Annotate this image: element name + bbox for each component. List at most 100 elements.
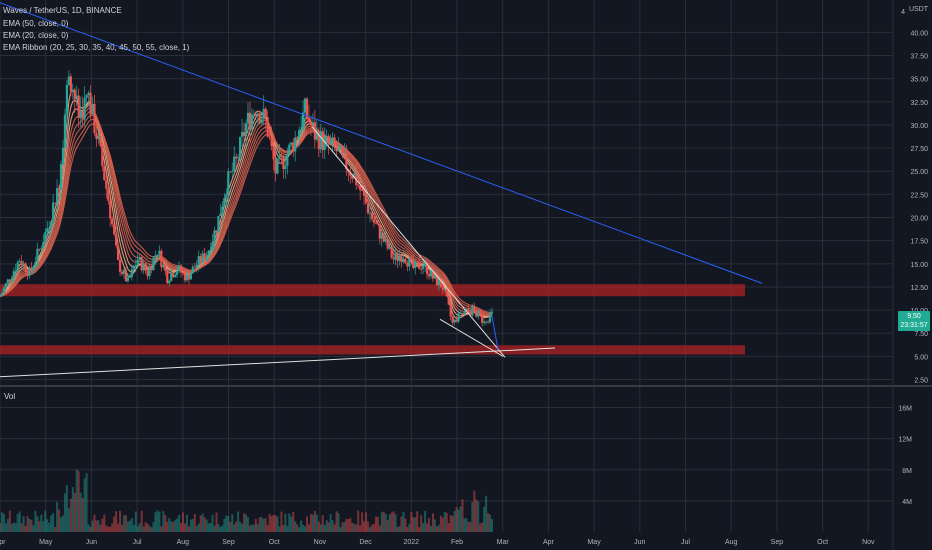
candle-body — [481, 314, 484, 323]
volume-bar — [56, 501, 59, 532]
volume-bar — [274, 515, 277, 532]
candle-body — [221, 206, 224, 214]
time-tick-label: Jul — [133, 539, 142, 546]
candle-body — [22, 263, 25, 266]
volume-bar — [278, 526, 281, 532]
legend-ema20[interactable]: EMA (20, close, 0) — [3, 31, 69, 40]
volume-bar — [449, 515, 452, 532]
volume-bar — [154, 512, 157, 532]
volume-bar — [142, 526, 145, 532]
volume-label[interactable]: Vol — [4, 392, 16, 401]
price-tick-label: 27.50 — [910, 146, 928, 153]
volume-bar — [191, 518, 194, 532]
volume-bar — [433, 519, 436, 532]
legend-ema50[interactable]: EMA (50, close, 0) — [3, 19, 69, 28]
price-tick-label: 2.50 — [914, 378, 928, 385]
candle-body — [471, 306, 474, 316]
candle-body — [246, 112, 250, 124]
volume-bar — [258, 517, 261, 532]
price-tick-label: 12.50 — [910, 285, 928, 292]
candle-body — [345, 152, 348, 170]
volume-bar — [227, 515, 230, 532]
candle-body — [174, 274, 177, 278]
volume-bar — [487, 512, 490, 532]
volume-bar — [368, 527, 371, 532]
candle-body — [187, 274, 191, 280]
volume-bar — [89, 526, 92, 532]
candle-body — [343, 152, 346, 154]
volume-bar — [306, 516, 309, 532]
candle-body — [441, 287, 444, 290]
last-price: 9.50 — [907, 313, 921, 320]
candle-body — [156, 254, 159, 256]
candle-body — [191, 266, 194, 274]
candle-body — [168, 280, 171, 284]
candle-body — [366, 203, 370, 214]
volume-axis: 16M 12M 8M 4M — [898, 406, 912, 506]
volume-bar — [22, 516, 25, 532]
candle-body — [71, 89, 74, 92]
time-tick-label: Oct — [817, 539, 828, 546]
candle-body — [132, 267, 135, 270]
volume-bar — [475, 499, 478, 532]
legend-ribbon[interactable]: EMA Ribbon (20, 25, 30, 35, 40, 45, 50, … — [3, 43, 190, 52]
volume-bar — [197, 523, 200, 532]
trendlines[interactable] — [0, 2, 763, 378]
volume-bar — [241, 523, 244, 532]
candle-body — [329, 141, 332, 144]
volume-bar — [130, 518, 133, 532]
candle-body — [374, 222, 377, 224]
volume-bar — [239, 521, 242, 532]
volume-bar — [6, 518, 9, 532]
volume-bar — [431, 513, 434, 532]
candle-body — [203, 253, 206, 261]
candle-body — [26, 271, 29, 276]
candle-body — [337, 148, 340, 152]
candle-body — [36, 248, 39, 263]
volume-bar — [0, 523, 1, 532]
volume-bar — [219, 526, 222, 532]
candle-body — [423, 262, 427, 266]
candle-body — [370, 212, 374, 219]
volume-bar — [103, 514, 106, 532]
candle-body — [390, 246, 393, 258]
candle-body — [152, 257, 155, 271]
candle-body — [357, 185, 360, 186]
candle-body — [392, 257, 395, 260]
legend-title[interactable]: Waves / TetherUS, 1D, BINANCE — [3, 6, 122, 15]
candle-body — [317, 131, 320, 150]
candle-body — [235, 156, 238, 159]
candle-body — [260, 119, 263, 124]
time-tick-label: Aug — [725, 539, 738, 546]
time-axis[interactable]: Apr May Jun Jul Aug Sep Oct Nov Dec 2022 Feb Mar Apr… — [0, 539, 875, 546]
candle-body — [134, 265, 137, 268]
volume-bars — [0, 469, 493, 532]
volume-bar — [111, 523, 114, 532]
volume-bar — [351, 522, 354, 532]
candle-body — [28, 267, 31, 276]
volume-bar — [398, 526, 401, 532]
volume-bar — [339, 527, 342, 532]
candle-body — [425, 262, 429, 275]
volume-bar — [174, 520, 177, 532]
volume-bar — [128, 520, 131, 532]
candle-body — [276, 158, 279, 174]
volume-bar — [221, 525, 224, 532]
volume-bar — [335, 511, 338, 532]
volume-bar — [101, 518, 104, 532]
price-tick-label: 5.00 — [914, 354, 928, 361]
candle-body — [290, 142, 293, 145]
candle-body — [445, 289, 448, 297]
candle-body — [486, 321, 490, 323]
candle-body — [453, 319, 456, 323]
volume-bar — [390, 512, 393, 532]
candle-body — [18, 261, 21, 263]
volume-bar — [441, 517, 444, 532]
volume-tick-label: 8M — [902, 468, 912, 475]
volume-bar — [30, 519, 33, 532]
volume-bar — [8, 510, 11, 532]
candle-body — [339, 145, 342, 149]
volume-bar — [132, 524, 135, 532]
volume-bar — [406, 526, 409, 532]
